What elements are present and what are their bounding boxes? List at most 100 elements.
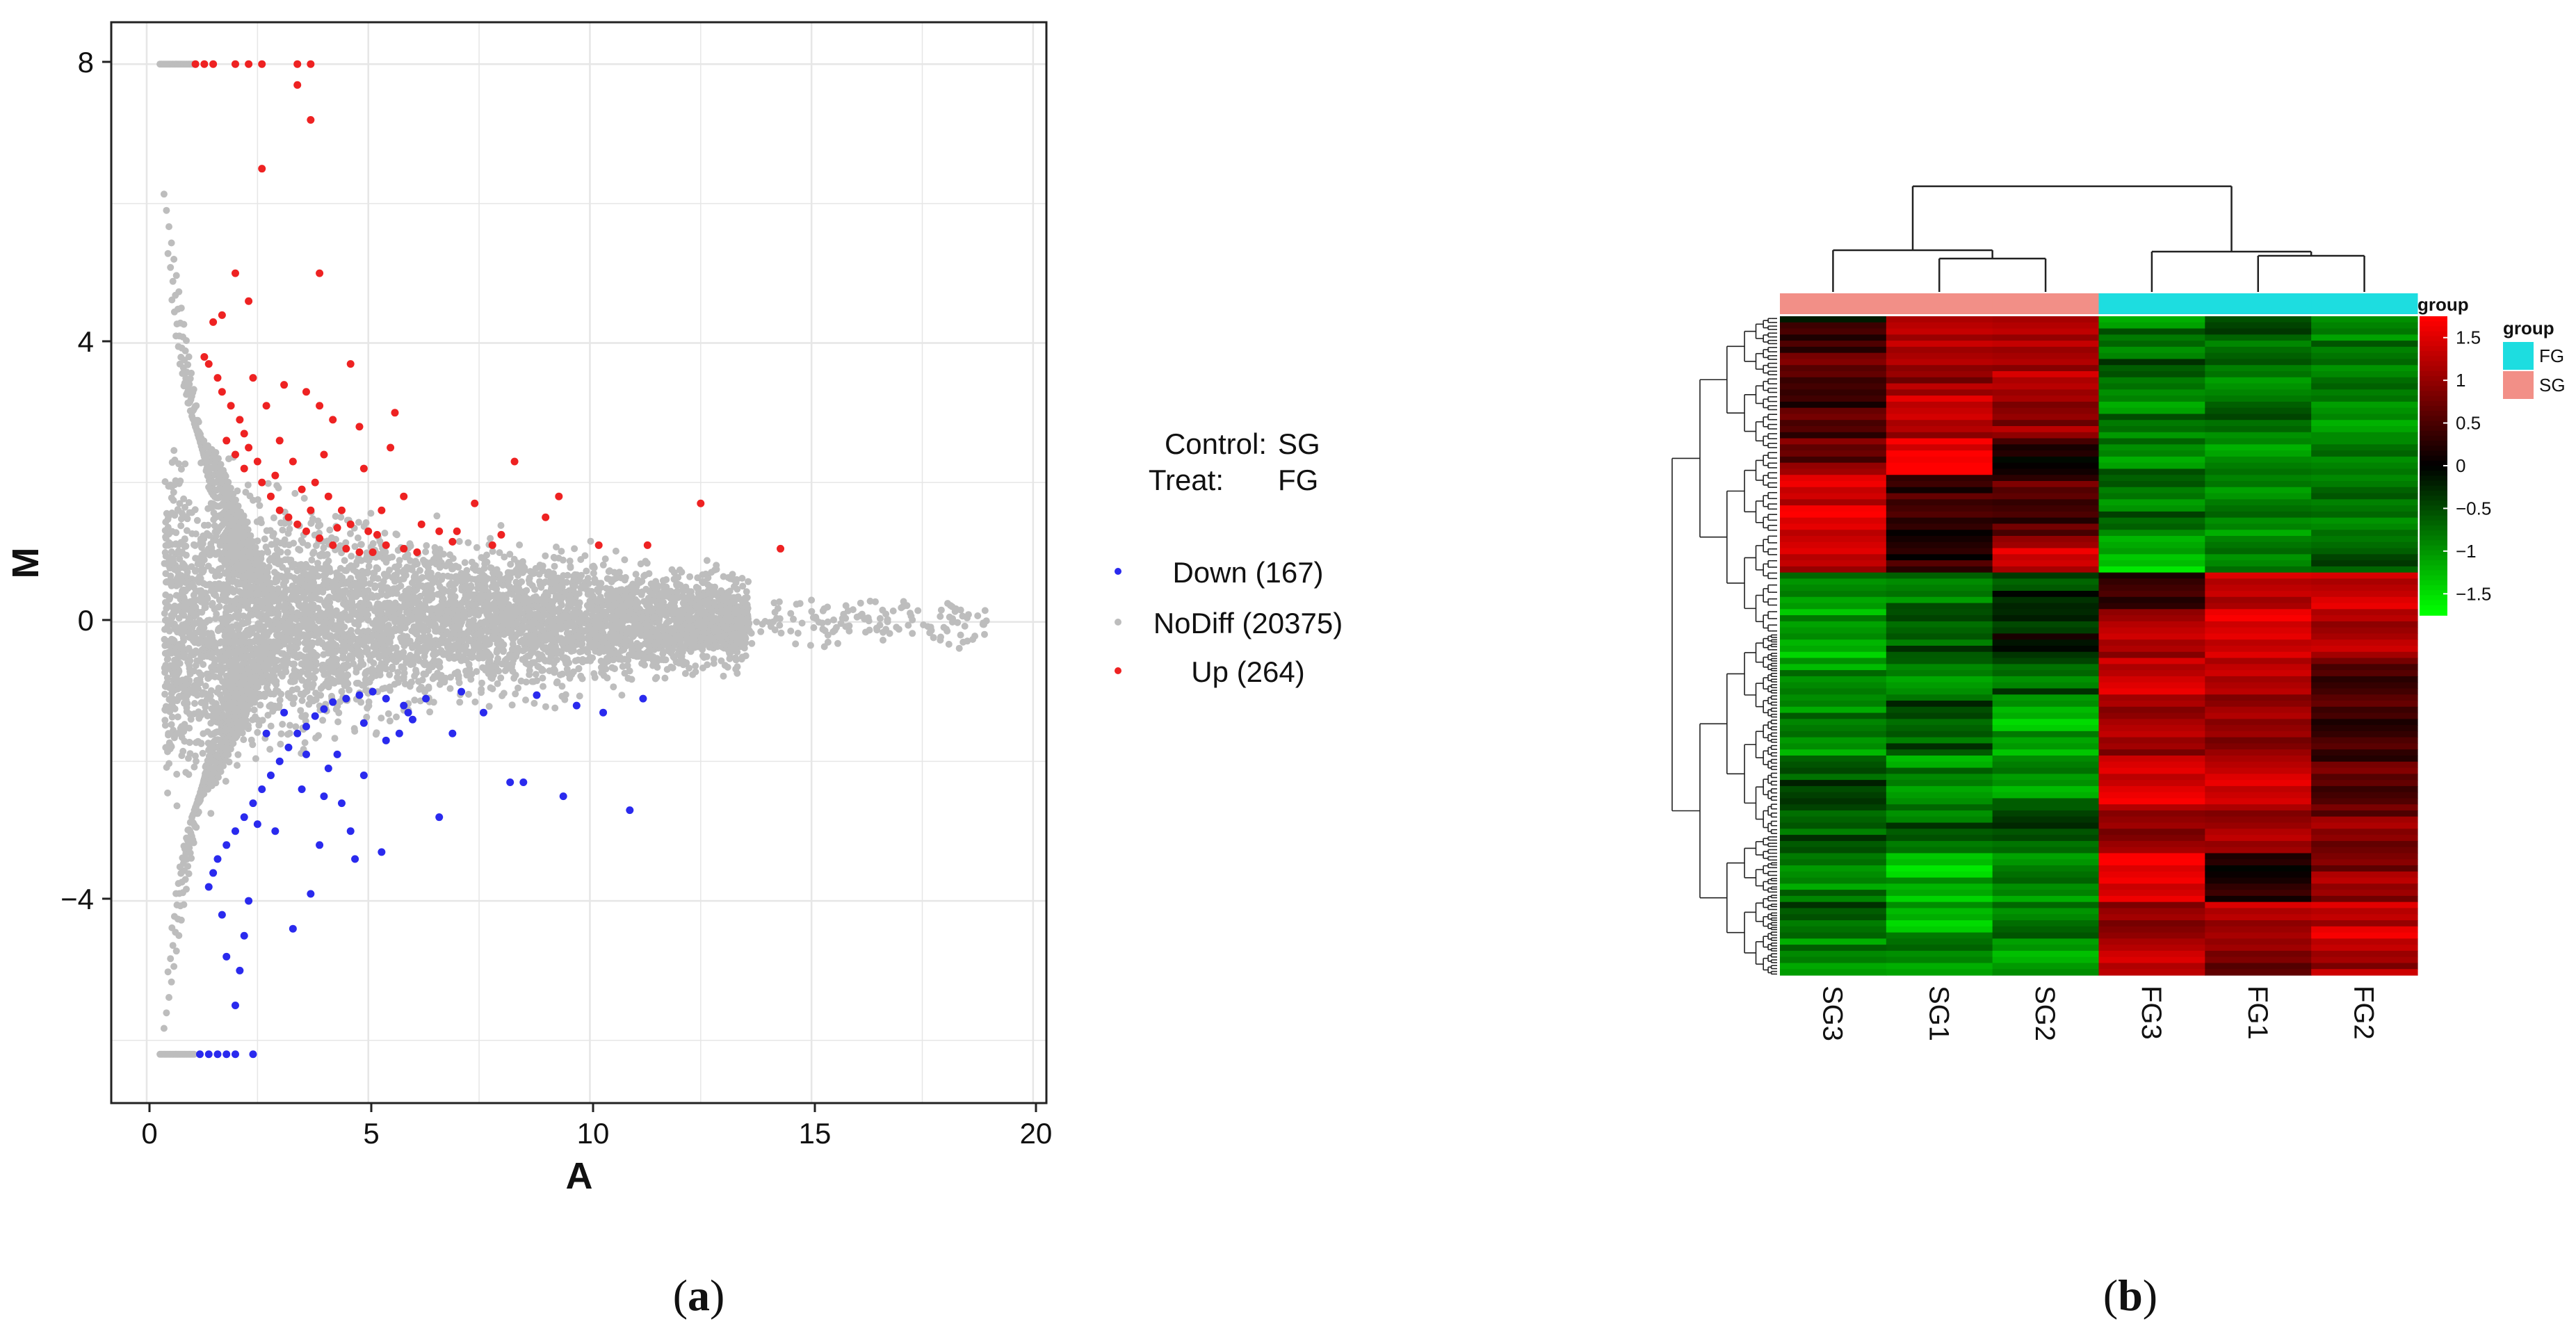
nodiff-point (423, 615, 430, 623)
nodiff-point (596, 647, 604, 655)
nodiff-point (162, 541, 170, 549)
nodiff-point (532, 671, 540, 678)
nodiff-point (430, 699, 437, 706)
nodiff-point (168, 684, 176, 692)
nodiff-point (481, 642, 489, 650)
nodiff-point (346, 686, 353, 694)
nodiff-point (443, 607, 451, 614)
nodiff-point (600, 671, 608, 679)
nodiff-point (581, 614, 588, 621)
nodiff-point (653, 674, 661, 681)
nodiff-point (651, 642, 658, 649)
nodiff-point (165, 627, 173, 635)
nodiff-point (320, 572, 327, 579)
nodiff-point (465, 587, 473, 595)
nodiff-point (632, 587, 640, 595)
nodiff-point (362, 670, 369, 678)
nodiff-point (542, 578, 549, 586)
nodiff-point (622, 588, 630, 596)
nodiff-point (176, 500, 184, 507)
nodiff-point (330, 639, 337, 647)
nodiff-point (572, 657, 579, 664)
nodiff-point (401, 602, 409, 610)
nodiff-point (473, 668, 480, 676)
ma-nodiff-points (156, 60, 990, 1058)
nodiff-point (451, 601, 459, 608)
nodiff-point (184, 568, 191, 576)
nodiff-point (667, 587, 674, 595)
nodiff-point (287, 615, 295, 623)
nodiff-point (645, 654, 652, 662)
nodiff-point (164, 706, 172, 713)
nodiff-point (437, 676, 445, 683)
nodiff-point (597, 584, 604, 592)
nodiff-point (583, 657, 590, 664)
nodiff-point (563, 665, 571, 673)
nodiff-point (270, 514, 277, 521)
nodiff-point (194, 737, 202, 745)
nodiff-point (285, 623, 293, 630)
nodiff-point (215, 603, 222, 611)
nodiff-point (633, 598, 641, 605)
nodiff-point (575, 589, 583, 597)
nodiff-point (508, 653, 515, 661)
nodiff-point (347, 616, 355, 623)
nodiff-point (558, 683, 566, 690)
nodiff-point (571, 545, 578, 553)
nodiff-point (286, 721, 293, 729)
nodiff-point (554, 586, 562, 594)
nodiff-point (674, 580, 682, 588)
nodiff-point (364, 645, 371, 653)
nodiff-point (505, 603, 512, 611)
nodiff-point (312, 734, 320, 742)
nodiff-point (562, 644, 569, 652)
nodiff-point (408, 594, 416, 602)
nodiff-point (264, 712, 272, 719)
nodiff-point (711, 566, 718, 574)
nodiff-point (168, 509, 176, 516)
nodiff-point (463, 566, 471, 574)
nodiff-point (591, 579, 598, 586)
nodiff-point (562, 691, 569, 699)
nodiff-point (436, 564, 444, 571)
nodiff-point (422, 589, 430, 596)
nodiff-point (740, 644, 748, 652)
nodiff-point (167, 572, 175, 580)
nodiff-point (586, 633, 594, 640)
nodiff-point (297, 707, 305, 715)
nodiff-point (254, 728, 261, 736)
nodiff-point (497, 674, 505, 682)
nodiff-point (419, 573, 426, 581)
nodiff-point (299, 653, 307, 660)
nodiff-point (455, 564, 462, 571)
nodiff-point (704, 581, 712, 589)
nodiff-point (355, 519, 362, 526)
nodiff-point (576, 692, 583, 700)
nodiff-point (423, 542, 430, 549)
nodiff-point (745, 578, 752, 585)
nodiff-point (677, 635, 684, 643)
nodiff-point (295, 546, 302, 553)
nodiff-point (191, 621, 197, 628)
nodiff-point (314, 523, 322, 530)
nodiff-point (175, 694, 182, 702)
nodiff-point (425, 683, 432, 691)
nodiff-point (507, 560, 515, 568)
nodiff-point (323, 625, 331, 633)
nodiff-point (510, 674, 518, 682)
nodiff-point (179, 676, 186, 684)
nodiff-point (342, 539, 350, 546)
nodiff-point (607, 613, 615, 621)
nodiff-point (516, 595, 524, 603)
nodiff-point (341, 557, 348, 564)
nodiff-point (478, 679, 485, 687)
nodiff-point (356, 572, 364, 580)
nodiff-point (394, 649, 401, 657)
nodiff-point (331, 735, 339, 742)
nodiff-point (174, 713, 181, 721)
nodiff-point (590, 562, 597, 570)
nodiff-point (610, 683, 617, 691)
nodiff-point (393, 713, 400, 721)
nodiff-point (325, 607, 332, 614)
nodiff-point (488, 633, 496, 641)
